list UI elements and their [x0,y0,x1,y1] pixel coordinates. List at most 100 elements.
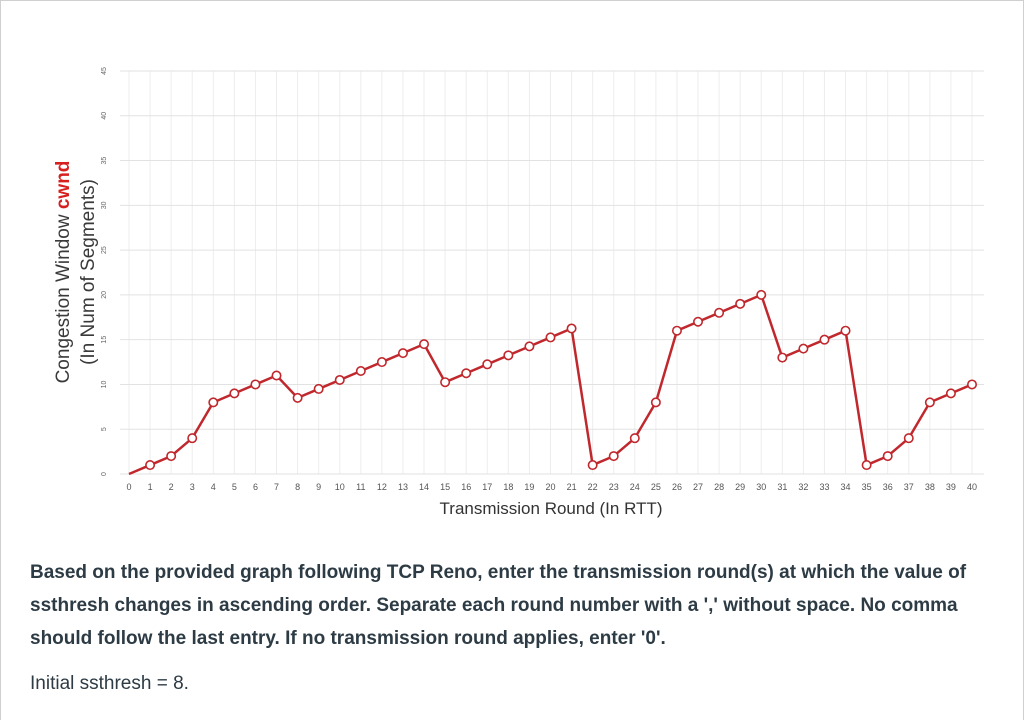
y-tick-label: 40 [101,112,108,120]
cwnd-data-point [524,341,535,352]
x-tick-label: 37 [904,482,914,492]
x-tick-label: 14 [419,482,429,492]
x-tick-label: 23 [609,482,619,492]
cwnd-data-point [376,357,387,368]
x-tick-label: 7 [274,482,279,492]
cwnd-data-point [693,316,704,327]
initial-ssthresh-text: Initial ssthresh = 8. [30,673,189,694]
x-tick-label: 30 [756,482,766,492]
cwnd-data-point [292,392,303,403]
x-axis-label: Transmission Round (In RTT) [439,499,663,518]
cwnd-data-point [819,334,830,345]
x-tick-label: 31 [777,482,787,492]
cwnd-data-point [187,433,198,444]
x-tick-label: 0 [126,482,131,492]
cwnd-data-point [882,451,893,462]
x-tick-label: 2 [169,482,174,492]
y-tick-label: 25 [101,246,108,254]
x-tick-label: 6 [253,482,258,492]
x-tick-label: 15 [440,482,450,492]
cwnd-data-point [861,460,872,471]
cwnd-data-point [629,433,640,444]
cwnd-data-point [671,325,682,336]
y-axis-label-line2: (In Num of Segments) [78,179,99,365]
y-tick-label: 35 [101,157,108,165]
x-tick-label: 36 [883,482,893,492]
x-tick-label: 40 [967,482,977,492]
cwnd-data-point [966,379,977,390]
x-tick-label: 12 [377,482,387,492]
y-tick-labels: 0 5 10 15 20 25 30 35 40 45 [101,67,108,476]
y-axis-label-emphasis: cwnd [53,160,74,210]
cwnd-data-point [271,370,282,381]
x-tick-label: 35 [862,482,872,492]
cwnd-data-point [840,325,851,336]
x-tick-label: 34 [841,482,851,492]
x-tick-label: 19 [524,482,534,492]
cwnd-data-point [166,451,177,462]
x-tick-labels: 0 1 2 3 4 5 6 7 8 9 10 11 12 13 14 15 16 17 18 19 20 21 22 23 24… [126,482,977,492]
x-tick-label: 24 [630,482,640,492]
x-tick-label: 9 [316,482,321,492]
cwnd-data-point [229,388,240,399]
y-tick-label: 5 [101,427,108,431]
cwnd-data-point [313,383,324,394]
cwnd-data-point [903,433,914,444]
cwnd-series-points [145,289,977,471]
x-tick-label: 10 [335,482,345,492]
x-tick-label: 39 [946,482,956,492]
cwnd-data-point [777,352,788,363]
cwnd-data-point [503,350,514,361]
x-tick-label: 27 [693,482,703,492]
cwnd-data-point [798,343,809,354]
y-tick-label: 0 [101,472,108,476]
x-tick-label: 11 [356,482,365,492]
cwnd-data-point [924,397,935,408]
x-tick-label: 26 [672,482,682,492]
x-tick-label: 8 [295,482,300,492]
x-tick-label: 33 [819,482,829,492]
question-text: Based on the provided graph following TC… [30,562,967,649]
cwnd-data-point [608,451,619,462]
cwnd-data-point [419,339,430,350]
y-axis-label-line1: Congestion Window cwnd [53,160,74,384]
cwnd-data-point [482,359,493,370]
x-tick-label: 28 [714,482,724,492]
cwnd-data-point [756,289,767,300]
cwnd-data-point [145,460,156,471]
x-tick-label: 21 [567,482,577,492]
cwnd-data-point [714,307,725,318]
cwnd-data-point [440,377,451,388]
cwnd-data-point [566,323,577,334]
x-tick-label: 38 [925,482,935,492]
x-tick-label: 22 [588,482,598,492]
chart-grid [120,70,984,475]
x-tick-label: 25 [651,482,661,492]
x-tick-label: 32 [798,482,808,492]
x-tick-label: 17 [482,482,492,492]
x-tick-label: 16 [461,482,471,492]
x-tick-label: 1 [148,482,153,492]
cwnd-data-point [735,298,746,309]
cwnd-data-point [545,332,556,343]
cwnd-data-point [650,397,661,408]
y-tick-label: 10 [101,380,108,388]
cwnd-data-point [945,388,956,399]
y-tick-label: 45 [101,67,108,75]
x-tick-label: 13 [398,482,408,492]
x-tick-label: 18 [503,482,513,492]
cwnd-data-point [334,374,345,385]
cwnd-data-point [355,366,366,377]
x-tick-label: 5 [232,482,237,492]
x-tick-label: 29 [735,482,745,492]
y-tick-label: 15 [101,336,108,344]
y-tick-label: 20 [101,291,108,299]
x-tick-label: 20 [545,482,555,492]
cwnd-data-point [208,397,219,408]
cwnd-data-point [397,348,408,359]
cwnd-data-point [250,379,261,390]
cwnd-data-point [461,368,472,379]
x-tick-label: 4 [211,482,216,492]
cwnd-data-point [587,460,598,471]
